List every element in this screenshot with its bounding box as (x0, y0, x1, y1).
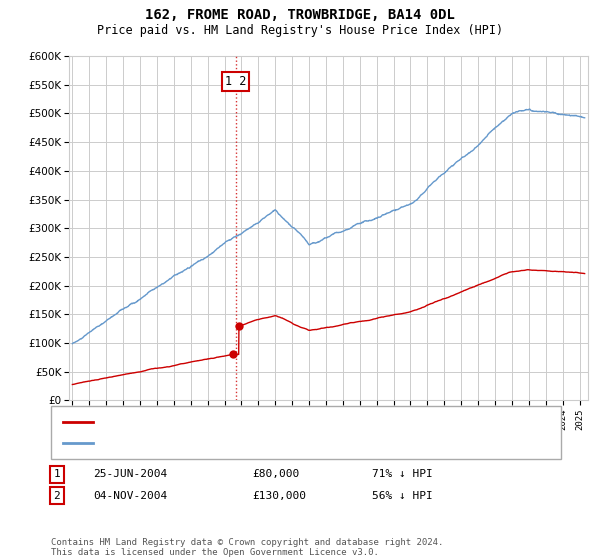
Text: 71% ↓ HPI: 71% ↓ HPI (372, 469, 433, 479)
Text: 04-NOV-2004: 04-NOV-2004 (93, 491, 167, 501)
Text: 25-JUN-2004: 25-JUN-2004 (93, 469, 167, 479)
Text: Contains HM Land Registry data © Crown copyright and database right 2024.
This d: Contains HM Land Registry data © Crown c… (51, 538, 443, 557)
Text: Price paid vs. HM Land Registry's House Price Index (HPI): Price paid vs. HM Land Registry's House … (97, 24, 503, 36)
Text: HPI: Average price, detached house, Wiltshire: HPI: Average price, detached house, Wilt… (97, 438, 379, 448)
Text: 2: 2 (53, 491, 61, 501)
Text: 56% ↓ HPI: 56% ↓ HPI (372, 491, 433, 501)
Text: 162, FROME ROAD, TROWBRIDGE, BA14 0DL (detached house): 162, FROME ROAD, TROWBRIDGE, BA14 0DL (d… (97, 417, 434, 427)
Text: 1: 1 (53, 469, 61, 479)
Text: £80,000: £80,000 (252, 469, 299, 479)
Text: 162, FROME ROAD, TROWBRIDGE, BA14 0DL: 162, FROME ROAD, TROWBRIDGE, BA14 0DL (145, 8, 455, 22)
Text: £130,000: £130,000 (252, 491, 306, 501)
Text: 1 2: 1 2 (225, 76, 246, 88)
